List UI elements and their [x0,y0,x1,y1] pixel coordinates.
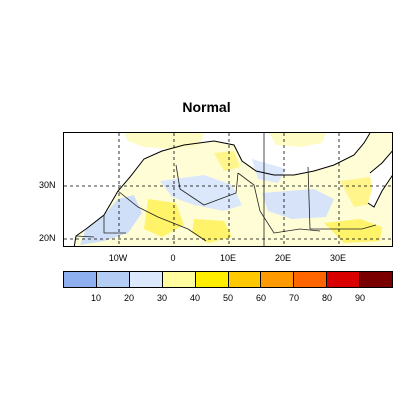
colorbar-swatch [261,272,295,287]
red-sea [368,151,392,207]
wet-zone-sudan [324,219,382,243]
colorbar-swatch [96,272,130,287]
colorbar-swatch [162,272,196,287]
colorbar-tick-label: 60 [255,293,267,303]
dry-zone-west [80,195,142,245]
map-svg [64,133,392,246]
colorbar-swatch [360,272,393,287]
colorbar-swatch [195,272,229,287]
lon-label-20e: 20E [274,253,292,263]
colorbar-swatch [294,272,328,287]
dry-zone-east [262,189,334,219]
wet-zone-algeria [214,151,240,171]
colorbar-tick-label: 20 [123,293,135,303]
lat-label-20n: 20N [39,233,56,243]
wet-zone-egypt [340,177,376,207]
colorbar-tick-label: 70 [288,293,300,303]
colorbar-tick-label: 30 [156,293,168,303]
red-sea-coast [367,150,392,208]
colorbar [63,271,393,288]
wet-zone-niger [192,219,232,243]
coastline [73,133,371,246]
colorbar-swatch [228,272,262,287]
colorbar-tick-label: 40 [189,293,201,303]
colorbar-tick-label: 80 [321,293,333,303]
map-title: Normal [182,99,231,115]
lon-label-10w: 10W [108,253,128,263]
lat-label-30n: 30N [39,180,56,190]
colorbar-swatch [327,272,361,287]
wet-zone-mali [144,199,184,237]
lon-label-30e: 30E [329,253,347,263]
colorbar-swatch [129,272,163,287]
colorbar-tick-label: 10 [90,293,102,303]
colorbar-tick-label: 90 [354,293,366,303]
gridlines [64,133,392,246]
colorbar-tick-label: 50 [222,293,234,303]
lon-label-0: 0 [170,253,176,263]
dry-zone-center [160,175,242,211]
map-panel [63,132,393,247]
lon-label-10e: 10E [219,253,237,263]
dry-zone-libya [252,159,286,183]
country-borders [75,133,377,246]
colorbar-swatch [64,272,97,287]
land-europe-east [269,133,326,147]
